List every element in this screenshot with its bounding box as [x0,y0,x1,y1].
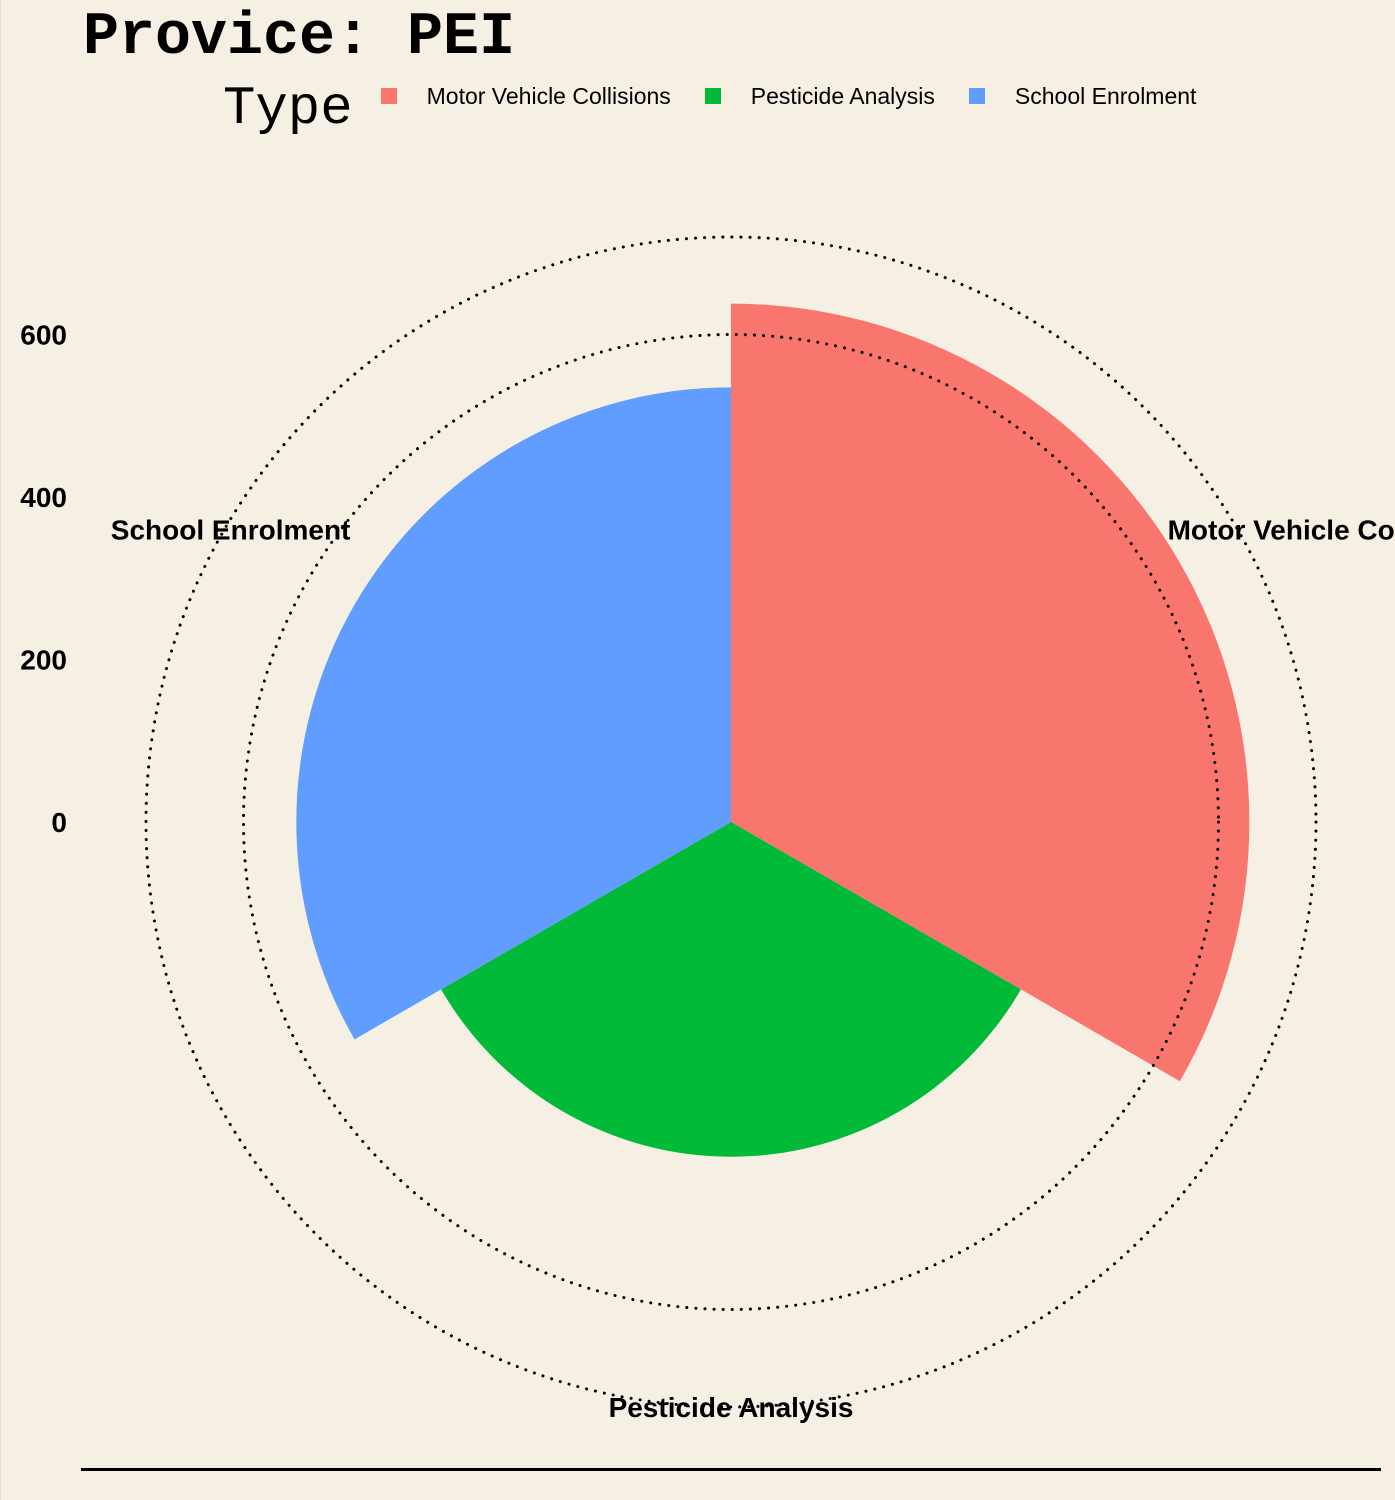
bar-motor-vehicle-collisions [731,303,1250,1082]
legend-item-school-enrolment: School Enrolment [968,82,1197,110]
legend: Type Motor Vehicle Collisions Pesticide … [223,76,1230,140]
y-tick-label-0: 0 [51,807,67,838]
category-label-pesticide-analysis: Pesticide Analysis [609,1392,854,1423]
bar-pesticide-analysis [441,822,1021,1157]
grid-circle-600 [242,333,1220,1311]
y-tick-label-200: 200 [20,645,67,676]
category-label-motor-vehicle-collisions: Motor Vehicle Collisions [1168,515,1395,546]
legend-label-motor-vehicle-collisions: Motor Vehicle Collisions [426,82,671,109]
legend-label-pesticide-analysis: Pesticide Analysis [750,82,935,109]
y-tick-label-600: 600 [20,320,67,351]
legend-item-motor-vehicle-collisions: Motor Vehicle Collisions [380,82,671,110]
y-tick-label-400: 400 [20,482,67,513]
legend-key-school-enrolment [968,88,985,104]
legend-title: Type [223,79,353,140]
legend-label-school-enrolment: School Enrolment [1014,82,1197,109]
category-label-school-enrolment: School Enrolment [111,515,351,546]
legend-key-motor-vehicle-collisions [380,88,397,104]
legend-key-pesticide-analysis [704,88,721,104]
bar-school-enrolment [296,387,731,1040]
legend-item-pesticide-analysis: Pesticide Analysis [704,82,935,110]
x-axis-line [81,1468,1381,1471]
grid-circle-outer [144,235,1318,1409]
chart-title: Provice: PEI [83,4,516,72]
